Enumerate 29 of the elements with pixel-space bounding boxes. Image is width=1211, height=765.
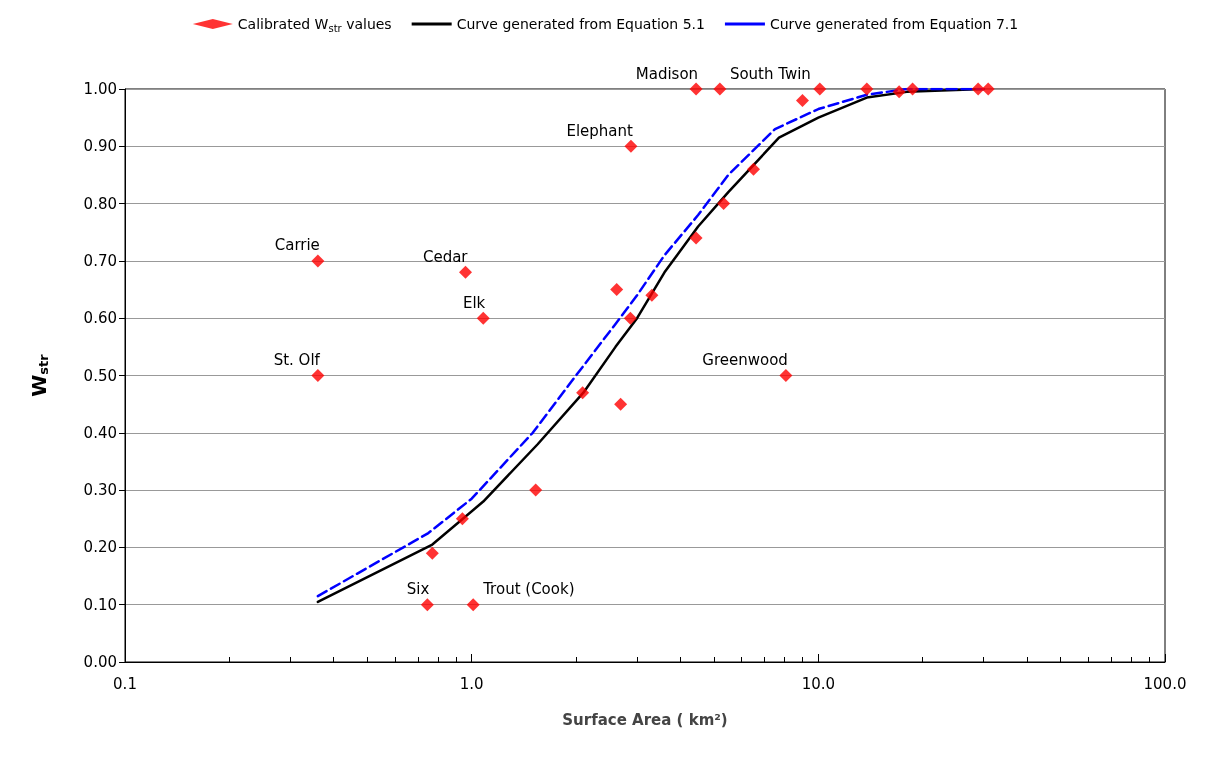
y-tick-label: 0.10 xyxy=(83,595,117,614)
annotation: Madison xyxy=(635,64,699,83)
annotation: Trout (Cook) xyxy=(482,580,575,599)
annotation: St. Olf xyxy=(273,351,321,369)
y-axis-title: Wstr xyxy=(26,353,51,397)
legend-label: Curve generated from Equation 5.1 xyxy=(456,16,705,32)
annotation: Elephant xyxy=(566,121,634,140)
x-tick-label: 0.1 xyxy=(113,674,137,693)
y-tick-label: 0.50 xyxy=(83,366,117,385)
y-tick-label: 0.90 xyxy=(83,137,117,156)
annotation: Cedar xyxy=(422,247,469,266)
x-tick-label: 10.0 xyxy=(801,674,836,693)
x-tick-label: 1.0 xyxy=(459,674,484,693)
y-tick-label: 0.40 xyxy=(83,423,117,442)
annotation: Carrie xyxy=(274,236,320,255)
y-tick-label: 0.80 xyxy=(83,194,117,213)
y-tick-label: 0.20 xyxy=(83,538,117,557)
x-axis-title: Surface Area ( km²) xyxy=(562,710,728,729)
annotation: Greenwood xyxy=(702,351,788,369)
y-tick-label: 0.00 xyxy=(83,653,117,671)
annotation: Six xyxy=(406,580,430,599)
x-tick-label: 100.0 xyxy=(1143,674,1187,693)
legend-label: Curve generated from Equation 7.1 xyxy=(769,16,1019,32)
y-tick-label: 0.30 xyxy=(83,481,117,500)
annotation: South Twin xyxy=(729,64,811,83)
y-tick-label: 0.70 xyxy=(83,251,117,270)
y-tick-label: 1.00 xyxy=(83,80,117,98)
annotation: Elk xyxy=(462,293,486,312)
y-tick-label: 0.60 xyxy=(83,309,117,328)
